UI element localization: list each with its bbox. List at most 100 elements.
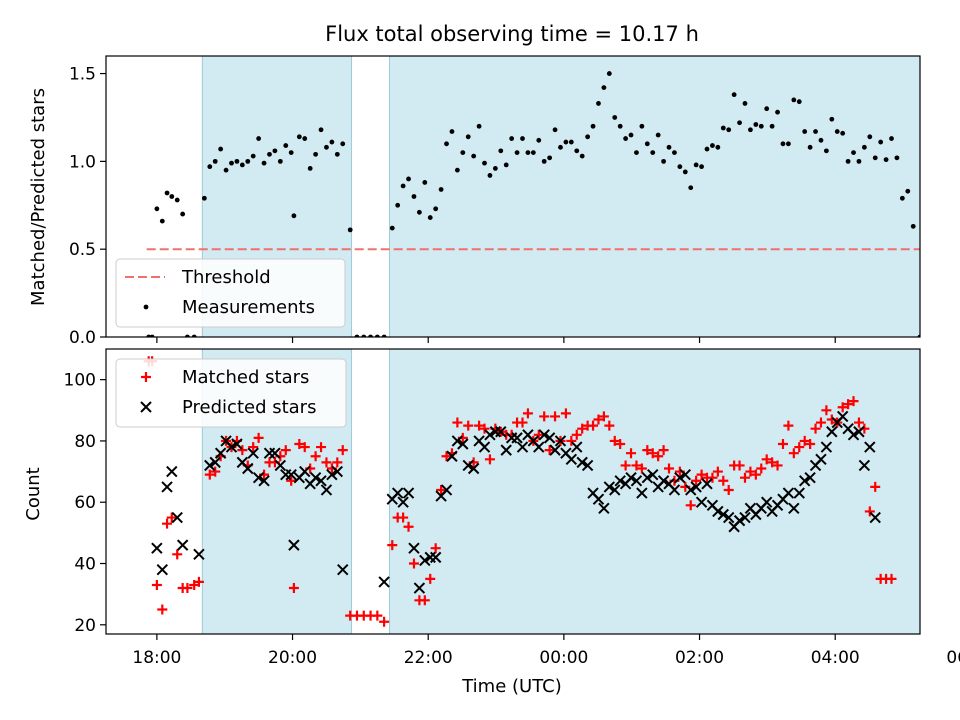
predicted-star-point [151, 542, 163, 554]
measurement-point [245, 158, 251, 164]
predicted-star-point [538, 429, 550, 441]
predicted-star-point [231, 438, 243, 450]
measurement-point [612, 115, 618, 120]
measurement-point [818, 137, 824, 143]
matched-star-point [398, 512, 409, 523]
bottom-legend: Matched stars Predicted stars [115, 358, 347, 428]
predicted-star-point [413, 582, 426, 594]
predicted-star-point [869, 511, 881, 524]
measurement-point [283, 143, 289, 148]
measurement-point [834, 129, 840, 134]
measurement-point [422, 180, 428, 185]
measurement-point [307, 166, 313, 171]
predicted-star-point [495, 426, 507, 438]
predicted-star-point [419, 554, 431, 567]
measurement-point [748, 127, 753, 133]
predicted-star-point [156, 563, 169, 576]
predicted-star-point [782, 487, 795, 499]
legend-box [115, 258, 346, 328]
matched-star-point [598, 411, 609, 422]
measurement-point [574, 148, 580, 154]
bottom-y-axis-label: Count [23, 467, 44, 520]
measurement-point [905, 188, 911, 194]
predicted-star-point [285, 468, 297, 481]
predicted-star-point [793, 487, 805, 499]
measurement-point [201, 195, 207, 201]
measurement-point [715, 144, 721, 150]
predicted-star-point [717, 508, 729, 521]
measurement-point [726, 127, 732, 133]
matched-star-point [756, 463, 767, 474]
measurement-point [444, 141, 449, 147]
predicted-star-point [457, 438, 469, 450]
measurement-point [498, 148, 504, 154]
measurement-point [318, 127, 324, 133]
measurement-point [229, 160, 234, 166]
measurement-point [682, 169, 688, 175]
x-tick-label: 02:00 [675, 648, 724, 668]
matched-star-point [636, 463, 647, 474]
measurement-point [471, 153, 477, 159]
measurement-point [536, 137, 542, 143]
measurement-point [509, 136, 515, 141]
measurement-point [634, 150, 639, 155]
matched-star-point [870, 481, 881, 492]
predicted-star-point [331, 465, 344, 478]
measurement-point [699, 164, 704, 170]
x-tick-label: 00:00 [539, 648, 588, 668]
matched-star-point [658, 445, 669, 456]
measurement-point [288, 150, 294, 155]
measurement-point [769, 123, 775, 129]
matched-star-point [463, 420, 474, 431]
predicted-star-point [760, 496, 773, 508]
measurement-point [639, 123, 645, 129]
measurement-point [460, 150, 466, 155]
measurement-point [302, 136, 308, 141]
predicted-star-point [712, 505, 724, 518]
matched-star-point [157, 604, 168, 615]
measurement-point [449, 129, 455, 134]
predicted-star-point [309, 472, 322, 484]
matched-star-point [517, 417, 528, 428]
matched-star-point [810, 423, 821, 434]
measurement-point [796, 99, 802, 105]
measurement-point [840, 130, 846, 136]
measurement-point [710, 143, 715, 148]
predicted-star-point [429, 551, 442, 564]
top-panel-frame [105, 55, 921, 338]
predicted-star-point [511, 432, 523, 444]
measurement-point [861, 144, 867, 150]
predicted-star-point [326, 468, 338, 481]
predicted-star-point [161, 481, 173, 493]
measurement-point [899, 195, 905, 201]
measurement-point [742, 101, 748, 106]
predicted-star-point [609, 484, 621, 496]
matched-star-point [280, 445, 291, 456]
measurement-point [596, 101, 601, 106]
matched-star-point [162, 518, 173, 529]
measurement-point [411, 194, 417, 199]
measurement-point [650, 150, 656, 155]
matched-star-point [691, 475, 702, 486]
measurement-point [406, 176, 411, 182]
measurement-point [313, 151, 319, 157]
matched-star-point [571, 429, 582, 440]
predicted-star-point [695, 496, 708, 508]
matched-star-point [332, 457, 343, 468]
matched-star-point [550, 411, 561, 422]
predicted-star-point [625, 472, 637, 484]
measurement-point [753, 122, 759, 127]
matched-star-point [436, 484, 447, 495]
predicted-star-point [209, 456, 221, 469]
measurement-point [277, 158, 283, 164]
measurement-point [623, 136, 629, 141]
predicted-star-point [788, 502, 800, 515]
matched-star-point [430, 543, 441, 554]
matched-star-point [166, 512, 177, 523]
measurement-point [207, 164, 213, 170]
matched-star-point [425, 573, 436, 584]
measurement-point [883, 157, 889, 163]
measurement-point [395, 202, 401, 208]
matched-star-point [767, 457, 778, 468]
matched-star-point [237, 445, 248, 456]
